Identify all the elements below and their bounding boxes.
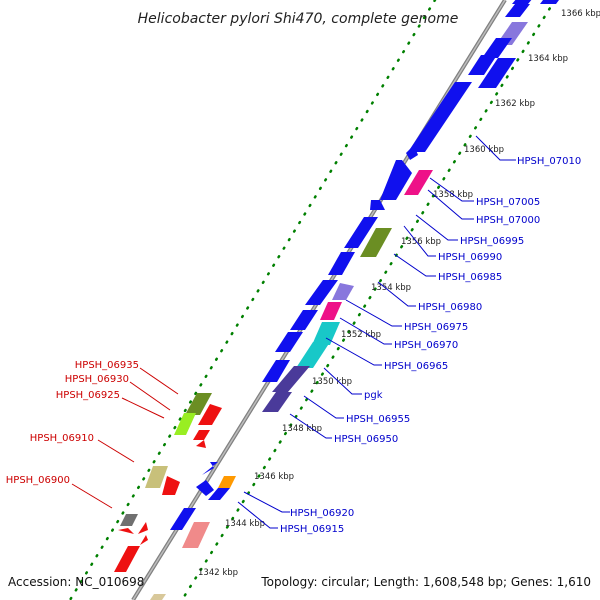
reverse-strand [114,393,222,572]
forward-strand [150,0,559,600]
tick-label: 1348 kbp [282,424,322,434]
gene-blue [505,4,530,17]
forward-gene-labels [237,135,516,529]
gene-blue [290,310,318,330]
tick-guides [68,0,557,600]
gene-label-reverse: HPSH_06930 [65,374,129,385]
gene-magenta [404,170,433,195]
tick-label: 1362 kbp [495,99,535,109]
gene-label-reverse: HPSH_06900 [6,475,70,486]
tick-label: 1364 kbp [528,54,568,64]
accession-label: Accession: NC_010698 [8,575,144,589]
gene-label-forward: pgk [364,390,383,401]
gene-label-forward: HPSH_07010 [517,156,581,167]
gene-label-forward: HPSH_06990 [438,252,502,263]
gene-red [118,528,134,534]
gene-olive [185,393,212,415]
gene-cyan [312,322,340,345]
map-title: Helicobacter pylori Shi470, complete gen… [138,11,459,27]
gene-olive [360,228,392,257]
gene-label-reverse: HPSH_06925 [56,390,120,401]
gene-pink [182,522,210,548]
forward-gene-label-text: HPSH_07010 HPSH_07005 HPSH_07000 HPSH_06… [280,156,581,535]
gene-label-forward: HPSH_06970 [394,340,458,351]
gene-tan [150,594,166,600]
gene-label-forward: HPSH_07000 [476,215,540,226]
gene-cyan [296,342,330,368]
gene-red [114,546,140,572]
gene-red [138,522,148,534]
gene-tan [145,466,168,488]
gene-label-forward: HPSH_06950 [334,434,398,445]
gene-orange [218,476,236,488]
gene-label-forward: HPSH_06965 [384,361,448,372]
tick-label: 1356 kbp [401,237,441,247]
reverse-gene-label-text: HPSH_06935 HPSH_06930 HPSH_06925 HPSH_06… [6,360,139,486]
tick-label: 1342 kbp [198,568,238,578]
gene-red [196,440,206,448]
gene-label-forward: HPSH_06980 [418,302,482,313]
gene-label-forward: HPSH_06995 [460,236,524,247]
gene-label-forward: HPSH_06920 [290,508,354,519]
gene-violet [332,283,354,300]
gene-magenta [320,302,342,320]
tick-label: 1350 kbp [312,377,352,387]
gene-red [140,535,148,545]
gene-lime [174,413,196,435]
gene-blue [208,488,230,500]
gene-blue [478,58,516,88]
gene-blue [328,252,355,275]
gene-blue [275,332,303,352]
gene-blue [170,508,196,530]
gene-red [198,404,222,425]
gene-slate [272,366,310,392]
gene-blue [305,280,338,305]
gene-blue [344,217,378,248]
gene-blue [408,82,472,152]
gene-blue [468,55,497,75]
gene-label-forward: HPSH_06955 [346,414,410,425]
gene-label-forward: HPSH_06975 [404,322,468,333]
gene-red [193,430,210,440]
gene-label-forward: HPSH_06985 [438,272,502,283]
reverse-gene-labels [71,367,179,509]
gene-blue [406,145,418,160]
gene-label-reverse: HPSH_06910 [30,433,94,444]
gene-blue [380,160,412,200]
gene-label-forward: HPSH_06915 [280,524,344,535]
tick-label: 1360 kbp [464,145,504,155]
tick-labels: 1366 kbp 1364 kbp 1362 kbp 1360 kbp 1358… [198,9,600,578]
gene-blue [512,0,532,4]
topology-label: Topology: circular; Length: 1,608,548 bp… [260,575,591,589]
gene-label-reverse: HPSH_06935 [75,360,139,371]
tick-label: 1366 kbp [561,9,600,19]
gene-blue [540,0,559,4]
gene-blue [196,480,214,496]
tick-label: 1352 kbp [341,330,381,340]
gene-blue [370,200,385,210]
tick-label: 1346 kbp [254,472,294,482]
tick-label: 1344 kbp [225,519,265,529]
gene-blue [202,462,218,475]
gene-label-forward: HPSH_07005 [476,197,540,208]
tick-label: 1354 kbp [371,283,411,293]
gene-slate [262,392,292,412]
gene-blue [482,38,512,58]
gene-blue [262,360,290,382]
gene-red [162,476,180,495]
gene-gray [120,514,138,526]
